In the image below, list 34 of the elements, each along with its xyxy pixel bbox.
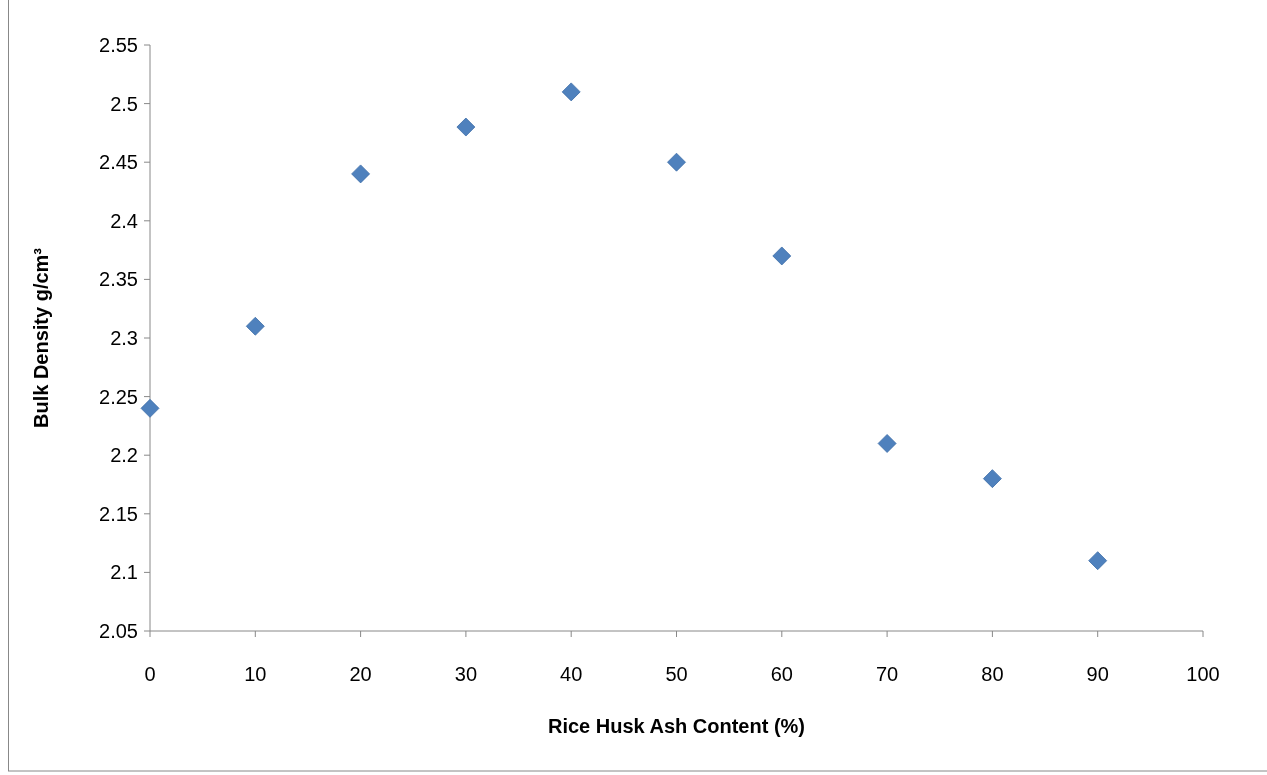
x-tick-label: 80 [981,663,1004,685]
x-tick-label: 0 [144,663,156,685]
point [245,316,265,336]
x-tick-label: 60 [770,663,793,685]
y-tick-label: 2.3 [110,327,138,349]
x-tick-label: 50 [665,663,688,685]
y-tick-label: 2.2 [110,444,138,467]
point [140,398,160,418]
point [351,164,370,184]
y-tick-label: 2.4 [110,209,138,232]
x-tick-label: 30 [454,663,478,685]
point [877,434,897,453]
y-tick-label: 2.35 [99,268,138,291]
y-tick-label: 2.25 [99,385,138,408]
x-axis-title: Rice Husk Ash Content (%) [547,715,806,737]
point [772,246,792,266]
y-tick-label: 2.45 [99,151,138,174]
point [983,469,1002,489]
x-tick-label: 70 [875,663,899,685]
y-tick-label: 2.15 [99,502,138,525]
y-tick-label: 2.1 [110,561,138,584]
x-tick-label: 90 [1086,663,1109,685]
point [456,117,476,137]
y-axis-title: Bulk Density g/cm³ [30,247,52,429]
point [667,152,686,172]
y-tick-label: 2.55 [99,34,138,56]
x-tick-label: 40 [560,663,583,685]
x-tick-label: 100 [1186,663,1220,685]
y-tick-label: 2.05 [99,620,138,642]
y-tick-label: 2.5 [110,92,138,115]
x-tick-label: 10 [244,663,267,685]
x-tick-label: 20 [349,663,372,685]
point [1088,551,1108,571]
point [561,82,581,102]
